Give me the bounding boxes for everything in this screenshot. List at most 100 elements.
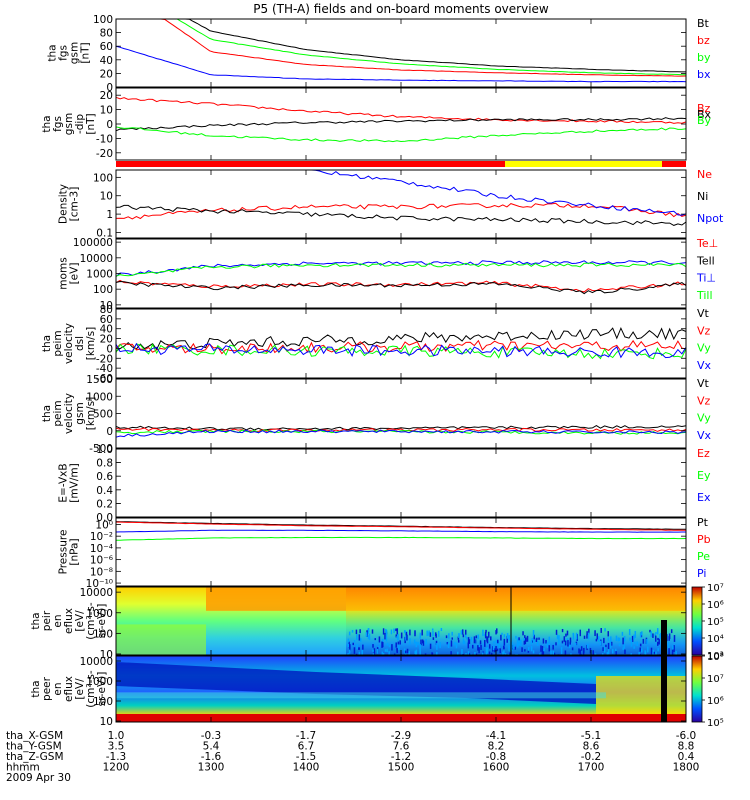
ion-noise-speck (671, 649, 674, 656)
ion-noise-speck (358, 647, 360, 650)
ion-noise-speck (406, 634, 408, 641)
y-axis-label: (cm²-s- (85, 602, 97, 640)
ion-noise-speck (536, 641, 539, 646)
ephemeris-value: 1700 (578, 762, 605, 774)
y-tick-label: -20 (96, 353, 113, 365)
y-tick-label: 1 (106, 209, 113, 221)
panel-3: Ne Ni Npot 0.1 1 10 100 Density [cm-3] (58, 168, 724, 239)
ion-noise-speck (404, 636, 406, 644)
y-tick-label: 0 (106, 82, 113, 94)
y-tick-label: 40 (100, 55, 113, 67)
panel-10: 10⁵ 10⁶ 10⁷ 10⁸ 10 100 1000 10000 tha peer en eflux… (30, 652, 724, 729)
ion-noise-speck (386, 648, 388, 653)
ion-noise-speck (638, 652, 640, 655)
y-axis-label: gsm (74, 402, 86, 424)
legend-label: Till (696, 289, 713, 302)
ion-noise-speck (503, 650, 505, 655)
ion-noise-speck (464, 633, 467, 638)
ion-noise-speck (437, 630, 440, 637)
legend-label: Pi (697, 567, 706, 580)
y-axis-label: [mV/m] (69, 463, 81, 502)
y-axis-label: tha (30, 680, 42, 697)
axis-box (115, 308, 687, 379)
ion-noise-speck (482, 652, 484, 655)
ion-noise-speck (419, 648, 421, 656)
ion-noise-speck (351, 630, 354, 633)
legend-label: Pt (697, 516, 709, 529)
ion-noise-speck (636, 641, 639, 646)
series-line-bt (116, 18, 686, 73)
series-line-pe (116, 536, 687, 541)
ephemeris-value: 8.2 (488, 741, 505, 753)
ion-noise-speck (615, 635, 618, 641)
ion-noise-speck (385, 629, 388, 635)
y-tick-label: 500 (93, 409, 113, 421)
ion-noise-speck (527, 647, 530, 651)
ion-noise-speck (450, 651, 452, 657)
axis-box (115, 448, 687, 518)
legend-label: Ex (697, 491, 711, 504)
ion-noise-speck (396, 628, 399, 635)
y-tick-label: 10 (100, 716, 113, 728)
chart-title: P5 (TH-A) fields and on-board moments ov… (253, 2, 549, 16)
y-tick-label: 80 (100, 304, 113, 316)
ion-noise-speck (473, 636, 476, 644)
ion-noise-speck (622, 637, 624, 645)
ion-noise-speck (429, 643, 432, 649)
ion-noise-speck (485, 629, 487, 633)
ion-noise-speck (486, 647, 489, 654)
colorbar-tick-label: 10⁸ (707, 652, 724, 663)
legend-label: Npot (697, 212, 724, 225)
ion-noise-speck (356, 644, 358, 650)
ion-noise-speck (404, 651, 407, 657)
ion-noise-speck (583, 647, 585, 653)
ion-noise-speck (421, 639, 424, 644)
ion-noise-speck (567, 640, 569, 647)
ion-noise-speck (530, 646, 533, 652)
y-tick-label: 80 (100, 28, 113, 40)
ion-noise-speck (486, 636, 489, 644)
ion-noise-speck (630, 639, 633, 647)
legend-label: Pe (697, 550, 710, 563)
ion-noise-speck (488, 644, 491, 649)
ion-noise-speck (488, 631, 490, 638)
ion-noise-speck (365, 632, 368, 637)
y-tick-label: 10000 (80, 253, 113, 265)
ion-noise-speck (641, 631, 643, 636)
ion-noise-speck (654, 635, 657, 642)
ion-noise-speck (435, 640, 438, 645)
ion-noise-speck (523, 638, 525, 641)
ion-noise-speck (480, 644, 482, 650)
y-axis-label: velocity (63, 323, 75, 364)
y-tick-label: 100 (93, 284, 113, 296)
ion-noise-speck (429, 632, 432, 637)
colorbar-tick-label: 10⁵ (707, 617, 724, 628)
ion-noise-speck (548, 636, 551, 644)
ion-noise-speck (623, 643, 625, 649)
y-tick-label: -20 (96, 148, 113, 160)
date-label: 2009 Apr 30 (6, 772, 71, 784)
ion-noise-speck (520, 639, 522, 646)
ion-noise-speck (378, 645, 380, 649)
ion-noise-speck (467, 651, 470, 657)
ion-noise-speck (381, 651, 384, 656)
ion-noise-speck (588, 628, 590, 635)
ion-noise-speck (395, 642, 397, 648)
ion-noise-speck (408, 650, 410, 656)
y-tick-label: 0.2 (96, 498, 113, 510)
series-line-till (115, 262, 687, 277)
ion-noise-speck (455, 642, 458, 649)
ion-noise-speck (431, 628, 434, 631)
y-tick-label: 10000 (80, 656, 113, 668)
legend-label: Vz (697, 324, 711, 337)
colorbar-tick-label: 10⁷ (707, 674, 724, 685)
ion-noise-speck (398, 645, 400, 651)
ion-noise-speck (564, 640, 567, 646)
y-axis-label: (cm²-s- (85, 670, 97, 708)
colorbar (691, 655, 703, 723)
y-tick-label: 0.0 (96, 512, 113, 524)
ephemeris-row-label: tha_X-GSM (6, 730, 63, 742)
ion-noise-speck (583, 635, 586, 639)
ion-noise-speck (586, 643, 589, 649)
axis-box (115, 87, 687, 161)
